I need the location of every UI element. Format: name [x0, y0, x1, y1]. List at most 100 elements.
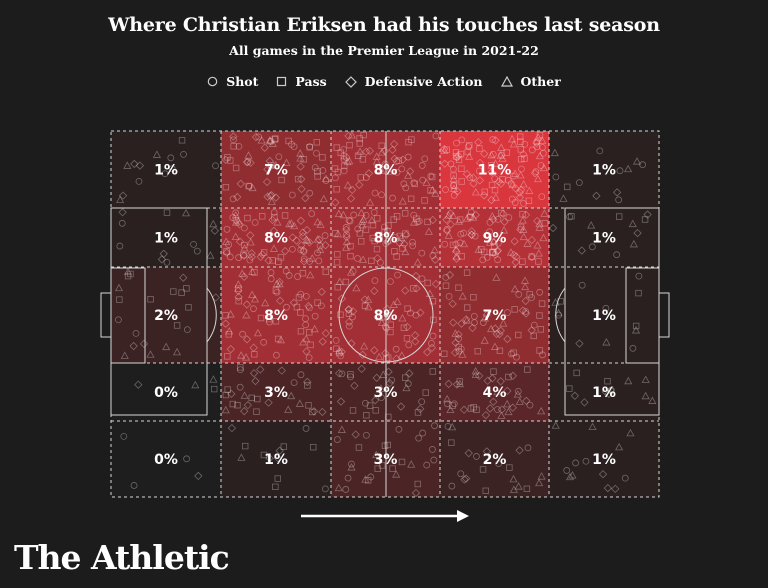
touch-marker-circle: [415, 217, 423, 225]
touch-marker-square: [389, 465, 396, 472]
touch-marker-diamond: [249, 369, 259, 378]
touch-marker-triangle: [191, 380, 200, 389]
touch-marker-diamond: [222, 248, 231, 257]
touch-marker-diamond: [344, 131, 353, 141]
touch-marker-circle: [288, 191, 296, 199]
touch-marker-diamond: [449, 318, 458, 327]
touch-marker-square: [538, 300, 546, 307]
touch-marker-triangle: [389, 300, 398, 308]
touch-marker-circle: [449, 165, 457, 173]
touch-marker-circle: [578, 281, 586, 289]
touch-marker-triangle: [316, 245, 325, 253]
touch-marker-circle: [322, 177, 330, 184]
touch-marker-circle: [466, 213, 474, 221]
touch-marker-diamond: [527, 326, 536, 335]
heat-cell-r3-c0: [111, 363, 221, 421]
touch-marker-square: [429, 368, 436, 375]
touch-marker-diamond: [342, 225, 351, 234]
touch-marker-diamond: [247, 252, 256, 262]
touch-marker-diamond: [358, 350, 367, 359]
touch-marker-circle: [306, 189, 314, 197]
touch-marker-square: [373, 215, 381, 222]
touch-marker-circle: [308, 210, 316, 217]
touch-marker-triangle: [240, 391, 249, 399]
touch-marker-triangle: [333, 229, 343, 238]
touch-marker-circle: [302, 321, 310, 329]
touch-marker-circle: [470, 312, 478, 320]
cell-label-r2-c0: 2%: [154, 308, 178, 324]
touch-marker-diamond: [580, 398, 589, 407]
touch-marker-square: [378, 142, 385, 150]
touch-marker-diamond: [242, 300, 252, 309]
touch-marker-triangle: [372, 152, 381, 160]
touch-marker-square: [458, 178, 465, 185]
touch-marker-square: [391, 248, 398, 255]
cell-label-r3-c2: 3%: [374, 385, 398, 401]
touch-marker-triangle: [459, 239, 469, 248]
touch-marker-circle: [317, 302, 325, 310]
touch-marker-square: [331, 165, 339, 172]
touch-marker-circle: [508, 195, 516, 203]
touch-marker-circle: [340, 155, 348, 163]
touch-marker-diamond: [227, 389, 236, 399]
touch-marker-circle: [409, 238, 416, 246]
touch-marker-triangle: [242, 310, 251, 319]
touch-marker-square: [478, 246, 485, 253]
touch-marker-triangle: [490, 342, 500, 350]
touch-marker-diamond: [474, 138, 483, 147]
touch-marker-triangle: [209, 375, 218, 383]
touch-marker-circle: [509, 172, 517, 180]
touch-marker-diamond: [256, 252, 265, 262]
touch-marker-diamond: [297, 175, 306, 184]
touch-marker-circle: [371, 189, 379, 197]
touch-marker-square: [448, 439, 455, 446]
touch-marker-diamond: [298, 228, 308, 237]
touch-marker-triangle: [319, 194, 328, 203]
touch-marker-triangle: [449, 184, 459, 192]
touch-marker-triangle: [343, 181, 352, 189]
touch-marker-diamond: [459, 405, 469, 414]
touch-marker-square: [224, 353, 231, 360]
touch-marker-circle: [471, 232, 479, 240]
touch-marker-triangle: [401, 247, 410, 256]
touch-marker-diamond: [442, 215, 451, 224]
touch-marker-diamond: [239, 251, 249, 260]
touch-marker-diamond: [260, 143, 269, 152]
touch-marker-square: [519, 258, 526, 265]
touch-marker-diamond: [511, 184, 520, 193]
cell-label-r1-c3: 9%: [483, 231, 507, 247]
touch-marker-circle: [442, 186, 449, 194]
touch-marker-square: [401, 210, 409, 217]
touch-marker-square: [269, 257, 276, 264]
touch-marker-circle: [419, 176, 427, 184]
touch-marker-circle: [432, 132, 440, 140]
touch-marker-square: [251, 351, 258, 358]
touch-marker-diamond: [467, 230, 476, 239]
touch-marker-square: [528, 253, 536, 260]
touch-marker-circle: [350, 211, 358, 219]
touch-marker-diamond: [362, 147, 371, 156]
touch-marker-triangle: [248, 267, 257, 275]
touch-marker-square: [452, 149, 460, 156]
touch-marker-circle: [405, 341, 413, 349]
touch-marker-circle: [289, 245, 296, 253]
touch-marker-diamond: [440, 159, 449, 168]
touch-marker-square: [285, 137, 292, 145]
touch-marker-triangle: [272, 279, 281, 288]
touch-marker-circle: [415, 434, 423, 442]
touch-marker-circle: [447, 160, 455, 168]
touch-marker-square: [428, 173, 436, 181]
touch-marker-circle: [414, 218, 421, 226]
touch-marker-circle: [456, 239, 464, 247]
touch-marker-diamond: [269, 226, 279, 236]
touch-marker-square: [414, 480, 421, 488]
touch-marker-triangle: [234, 216, 243, 225]
touch-marker-square: [230, 143, 237, 150]
touch-marker-square: [517, 223, 525, 231]
touch-marker-square: [517, 138, 524, 145]
touch-marker-triangle: [313, 217, 322, 226]
touch-marker-circle: [528, 294, 535, 301]
touch-marker-diamond: [612, 188, 622, 197]
touch-marker-triangle: [535, 478, 544, 487]
touch-marker-square: [295, 294, 303, 301]
